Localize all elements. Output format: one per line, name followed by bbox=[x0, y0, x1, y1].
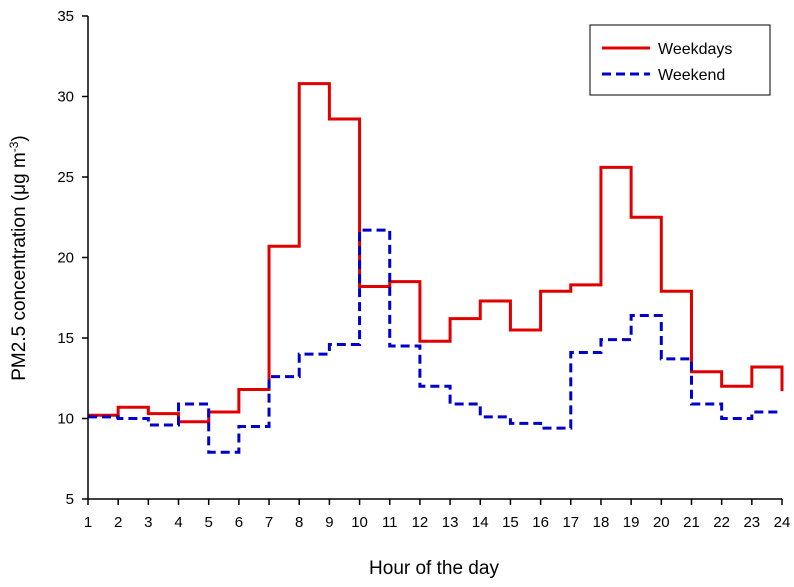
x-tick-label: 10 bbox=[351, 514, 368, 531]
series-line-weekdays bbox=[88, 82, 784, 424]
y-tick-label: 5 bbox=[66, 491, 74, 508]
x-tick-label: 5 bbox=[205, 514, 213, 531]
y-tick-label: 25 bbox=[57, 169, 74, 186]
x-tick-label: 16 bbox=[532, 514, 549, 531]
x-tick-label: 15 bbox=[502, 514, 519, 531]
y-ticks: 5 10 15 20 25 30 35 bbox=[57, 8, 88, 508]
y-tick-label: 30 bbox=[57, 89, 74, 106]
x-tick-label: 20 bbox=[653, 514, 670, 531]
x-tick-label: 19 bbox=[623, 514, 640, 531]
x-tick-label: 22 bbox=[713, 514, 730, 531]
x-tick-label: 18 bbox=[593, 514, 610, 531]
x-tick-label: 17 bbox=[562, 514, 579, 531]
y-tick-label: 20 bbox=[57, 250, 74, 267]
x-tick-label: 3 bbox=[144, 514, 152, 531]
x-tick-label: 24 bbox=[774, 514, 791, 531]
x-tick-label: 7 bbox=[265, 514, 273, 531]
y-axis-title-superscript: -3 bbox=[7, 141, 21, 152]
x-tick-label: 4 bbox=[174, 514, 182, 531]
y-tick-label: 15 bbox=[57, 330, 74, 347]
y-tick-label: 35 bbox=[57, 8, 74, 25]
x-tick-label: 9 bbox=[325, 514, 333, 531]
x-tick-label: 6 bbox=[235, 514, 243, 531]
y-axis-title-main: PM2.5 concentration (μg m bbox=[9, 152, 30, 381]
y-axis-title: PM2.5 concentration (μg m-3) bbox=[7, 135, 30, 381]
series-layer bbox=[88, 82, 784, 454]
x-axis-title: Hour of the day bbox=[369, 558, 499, 579]
x-tick-label: 2 bbox=[114, 514, 122, 531]
x-tick-label: 21 bbox=[683, 514, 700, 531]
legend-label-weekend: Weekend bbox=[658, 67, 725, 84]
x-tick-label: 14 bbox=[472, 514, 489, 531]
y-tick-label: 10 bbox=[57, 411, 74, 428]
x-tick-label: 8 bbox=[295, 514, 303, 531]
y-axis-title-close: ) bbox=[9, 135, 30, 141]
legend: Weekdays Weekend bbox=[589, 24, 771, 96]
legend-box bbox=[589, 24, 771, 96]
x-ticks: 1 2 3 4 5 6 7 8 9 10 11 12 13 14 15 16 17 18 19 20 21 22 23 24 bbox=[84, 499, 791, 531]
x-tick-label: 11 bbox=[382, 514, 398, 531]
x-tick-label: 23 bbox=[743, 514, 760, 531]
x-tick-label: 13 bbox=[442, 514, 459, 531]
x-tick-label: 12 bbox=[412, 514, 429, 531]
legend-label-weekdays: Weekdays bbox=[658, 41, 732, 58]
x-tick-label: 1 bbox=[84, 514, 92, 531]
series-line-weekend bbox=[88, 228, 782, 454]
